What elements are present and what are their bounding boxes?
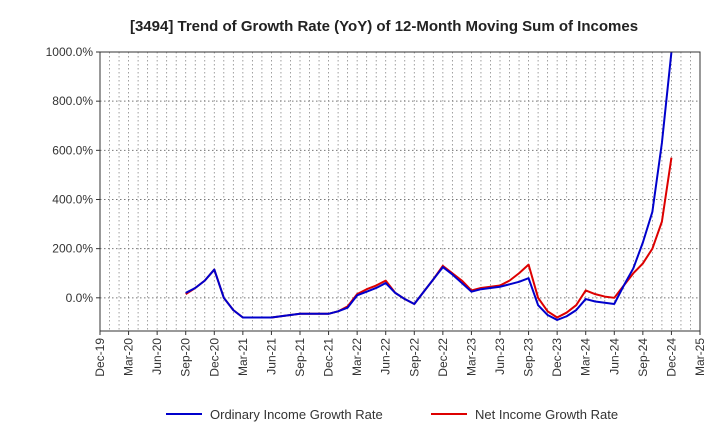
legend-label: Net Income Growth Rate xyxy=(475,407,618,422)
x-tick-label: Sep-22 xyxy=(407,338,421,377)
x-tick-label: Sep-23 xyxy=(522,338,536,377)
x-tick-label: Mar-20 xyxy=(122,338,136,376)
y-tick-label: 1000.0% xyxy=(46,45,94,59)
plot-frame xyxy=(99,51,701,332)
legend: Ordinary Income Growth Rate Net Income Gr… xyxy=(166,407,618,422)
x-axis: Dec-19 Mar-20 Jun-20 Sep-20 Dec-20 Mar-21 Jun-… xyxy=(93,331,707,377)
x-tick-label: Sep-20 xyxy=(179,338,193,377)
x-tick-label: Jun-21 xyxy=(264,338,278,375)
legend-label: Ordinary Income Growth Rate xyxy=(210,407,383,422)
plot-background xyxy=(100,52,700,331)
y-tick-label: 800.0% xyxy=(52,94,93,108)
y-tick-label: 200.0% xyxy=(52,242,93,256)
x-tick-label: Mar-24 xyxy=(579,338,593,376)
x-tick-label: Mar-23 xyxy=(464,338,478,376)
x-tick-label: Dec-20 xyxy=(207,338,221,377)
chart-title: [3494] Trend of Growth Rate (YoY) of 12-… xyxy=(130,18,638,35)
x-tick-label: Dec-23 xyxy=(550,338,564,377)
y-axis: 0.0% 200.0% 400.0% 600.0% 800.0% 1000.0% xyxy=(46,45,100,305)
x-tick-label: Dec-19 xyxy=(93,338,107,377)
y-tick-label: 400.0% xyxy=(52,192,93,206)
x-tick-label: Jun-24 xyxy=(607,338,621,375)
x-tick-label: Jun-22 xyxy=(379,338,393,375)
x-tick-label: Jun-23 xyxy=(493,338,507,375)
y-tick-label: 600.0% xyxy=(52,143,93,157)
x-tick-label: Sep-24 xyxy=(636,338,650,377)
series-lines xyxy=(185,52,673,321)
x-tick-label: Dec-21 xyxy=(322,338,336,377)
x-tick-label: Mar-22 xyxy=(350,338,364,376)
series-line-ordinary-income-growth-rate xyxy=(185,52,673,321)
x-tick-label: Dec-24 xyxy=(664,338,678,377)
x-tick-label: Sep-21 xyxy=(293,338,307,377)
x-tick-label: Mar-21 xyxy=(236,338,250,376)
x-tick-label: Jun-20 xyxy=(150,338,164,375)
y-tick-label: 0.0% xyxy=(66,291,94,305)
x-tick-label: Dec-22 xyxy=(436,338,450,377)
x-tick-label: Mar-25 xyxy=(693,338,707,376)
